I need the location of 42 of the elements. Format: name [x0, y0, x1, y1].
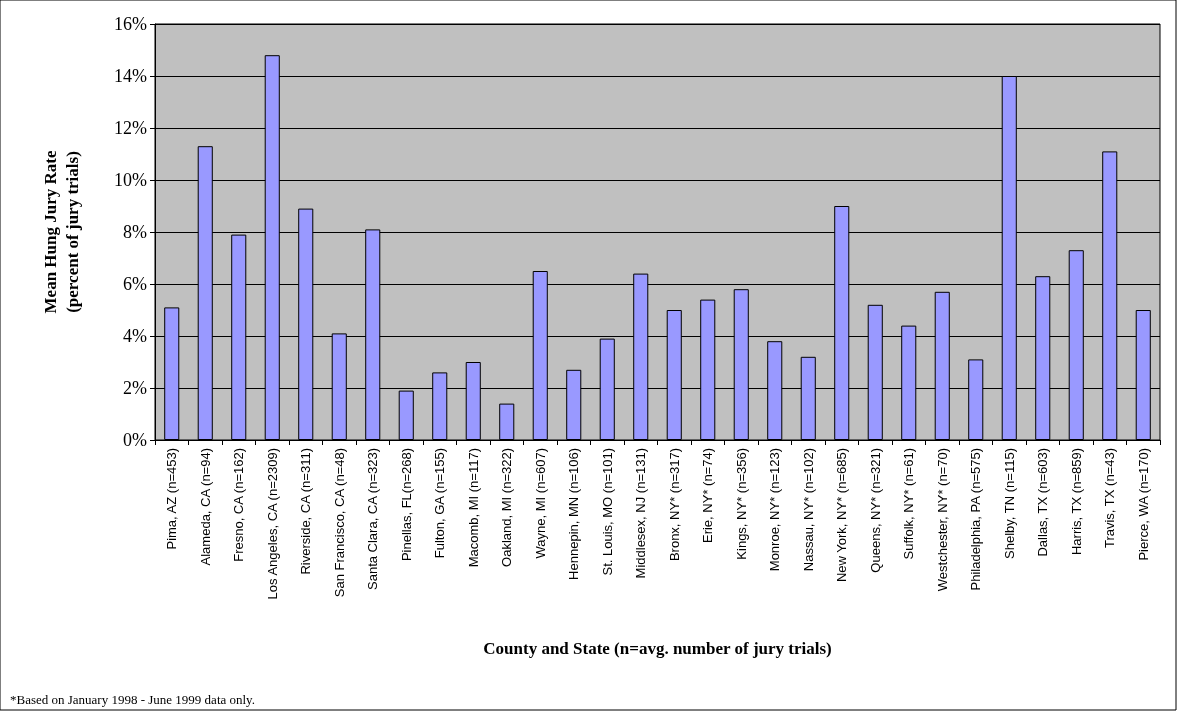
x-tick-label: Suffolk, NY* (n=61)	[901, 448, 917, 560]
x-tick-label: Nassau, NY* (n=102)	[800, 448, 816, 572]
x-tick-label: Philadelphia, PA (n=575)	[968, 448, 984, 591]
x-tick-label: Alameda, CA (n=94)	[197, 448, 213, 566]
x-tick-label: Riverside, CA (n=311)	[298, 448, 314, 575]
y-tick-label: 6%	[123, 274, 147, 294]
x-tick-label: Monroe, NY* (n=123)	[767, 448, 783, 572]
y-tick-label: 14%	[114, 66, 147, 86]
x-tick-label: Oakland, MI (n=322)	[499, 448, 515, 567]
y-tick-label: 10%	[114, 170, 147, 190]
x-tick-label: Kings, NY* (n=356)	[733, 448, 749, 560]
y-tick-label: 8%	[123, 222, 147, 242]
x-axis-title: County and State (n=avg. number of jury trials)	[483, 639, 832, 658]
x-tick-label: Middlesex, NJ (n=131)	[633, 448, 649, 579]
x-tick-label: Pima, AZ (n=453)	[164, 448, 180, 550]
x-tick-label: Pierce, WA (n=170)	[1135, 448, 1151, 561]
x-tick-label: Bronx, NY* (n=317)	[666, 448, 682, 562]
x-tick-label: St. Louis, MO (n=101)	[599, 448, 615, 576]
x-tick-label: Santa Clara, CA (n=323)	[365, 448, 381, 590]
x-tick-label: Harris, TX (n=859)	[1068, 448, 1084, 556]
y-axis-title: Mean Hung Jury Rate (percent of jury trials)	[40, 150, 82, 314]
x-tick-label: Wayne, MI (n=607)	[532, 448, 548, 559]
y-tick-label: 4%	[123, 326, 147, 346]
y-tick-label: 2%	[123, 378, 147, 398]
x-tick-label: Travis, TX (n=43)	[1102, 448, 1118, 549]
y-tick-label: 0%	[123, 430, 147, 450]
text: *Based on January 1998 - June 1999 data only.	[10, 692, 256, 707]
y-tick-label: 16%	[114, 14, 147, 34]
x-tick-label: Dallas, TX (n=603)	[1035, 448, 1051, 557]
x-tick-label: Hennepin, MN (n=106)	[566, 448, 582, 580]
x-tick-label: Fresno, CA (n=162)	[231, 448, 247, 562]
x-tick-label: Shelby, TN (n=115)	[1001, 448, 1017, 559]
x-tick-label: Queens, NY* (n=321)	[867, 448, 883, 573]
x-tick-label: Pinellas, FL(n=268)	[398, 448, 414, 562]
x-tick-label: Erie, NY* (n=74)	[700, 448, 716, 544]
x-tick-label: Westchester, NY* (n=70)	[934, 448, 950, 592]
y-tick-label: 12%	[114, 118, 147, 138]
x-tick-label: Macomb, MI (n=117)	[465, 448, 481, 568]
x-tick-label: New York, NY* (n=685)	[834, 448, 850, 583]
x-tick-label: Fulton, GA (n=155)	[432, 448, 448, 559]
x-tick-label: Los Angeles, CA (n=2309)	[264, 448, 280, 600]
x-tick-label: San Francisco, CA (n=48)	[331, 448, 347, 598]
